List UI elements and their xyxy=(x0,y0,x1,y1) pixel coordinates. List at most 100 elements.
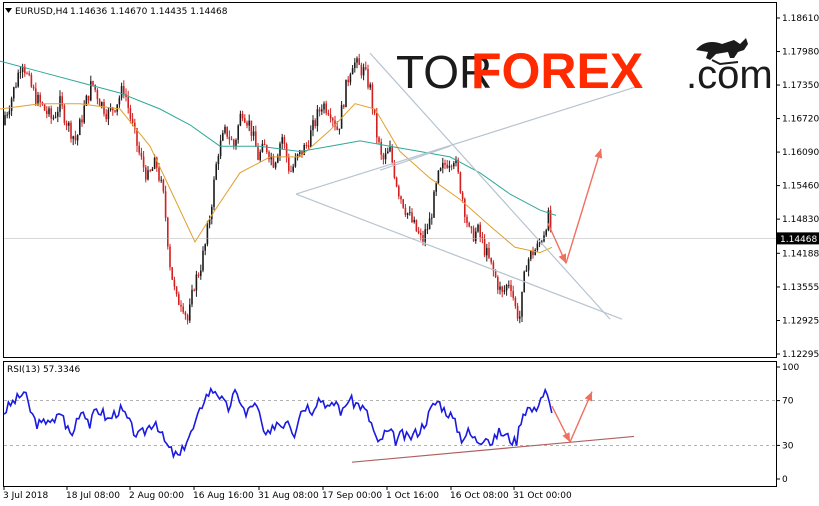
x-tick-label: 3 Jul 2018 xyxy=(3,491,48,501)
rsi-tick-label: 30 xyxy=(782,441,794,451)
candle-body xyxy=(131,118,134,123)
candle-body xyxy=(248,120,250,126)
candle-body xyxy=(406,213,409,215)
candle-body xyxy=(486,247,488,256)
candle-body xyxy=(228,136,231,140)
candle-body xyxy=(162,179,165,192)
candle-body xyxy=(305,145,308,146)
candle-body xyxy=(477,224,479,232)
candle-body xyxy=(270,156,272,160)
candle-body xyxy=(189,304,191,321)
candle-body xyxy=(50,108,52,119)
candle-body xyxy=(343,105,345,108)
candle-body xyxy=(395,177,398,187)
candle-body xyxy=(450,165,453,167)
candle-body xyxy=(255,131,257,147)
candle-body xyxy=(35,88,37,105)
candle-body xyxy=(532,250,534,256)
candle-body xyxy=(329,114,332,119)
candle-body xyxy=(43,104,46,111)
candle-body xyxy=(413,219,415,223)
candle-body xyxy=(142,156,145,168)
candle-body xyxy=(39,94,41,103)
candle-body xyxy=(239,113,242,126)
candle-body xyxy=(292,166,294,172)
candle-body xyxy=(237,125,239,140)
candle-body xyxy=(76,135,79,141)
candle-body xyxy=(28,73,30,75)
candle-body xyxy=(404,207,407,215)
candle-body xyxy=(479,224,481,238)
candle-body xyxy=(112,107,114,111)
candle-body xyxy=(48,108,50,115)
candle-body xyxy=(468,223,470,227)
candle-body xyxy=(400,196,402,200)
candle-body xyxy=(10,98,13,112)
candle-body xyxy=(204,244,206,251)
candle-body xyxy=(475,231,477,242)
candle-body xyxy=(417,231,420,234)
arrow-head-icon xyxy=(558,253,566,264)
y-axis: 1.18610 1.17980 1.17350 1.16720 1.16090 1.154… xyxy=(776,14,819,360)
candle-body xyxy=(123,86,125,95)
candle-body xyxy=(492,262,495,272)
candle-body xyxy=(312,120,314,131)
candle-body xyxy=(244,118,246,123)
candle-body xyxy=(195,274,198,291)
candle-body xyxy=(85,95,88,106)
rsi-trendline xyxy=(351,435,635,463)
candle-body xyxy=(250,120,253,136)
candle-body xyxy=(512,290,514,298)
candle-body xyxy=(211,206,213,220)
candle-body xyxy=(349,74,352,83)
candle-body xyxy=(354,62,356,69)
y-tick-label: 1.17350 xyxy=(782,81,819,91)
candle-body xyxy=(360,64,363,76)
candle-body xyxy=(415,219,418,232)
candle-body xyxy=(455,159,457,164)
candle-body xyxy=(138,145,140,153)
candle-body xyxy=(516,306,519,319)
candle-body xyxy=(323,103,325,110)
candle-body xyxy=(428,218,431,230)
candle-body xyxy=(32,86,35,89)
candle-body xyxy=(217,156,220,165)
forecast-arrow-line xyxy=(565,148,602,264)
y-tick-label: 1.18610 xyxy=(782,14,819,24)
candle-body xyxy=(411,212,413,223)
candle-body xyxy=(497,277,499,290)
candle-body xyxy=(382,154,385,160)
candle-body xyxy=(52,117,55,119)
candle-body xyxy=(347,79,349,83)
candle-body xyxy=(362,67,365,76)
candle-body xyxy=(505,284,508,291)
candle-body xyxy=(127,97,129,108)
candle-body xyxy=(213,179,215,207)
candle-body xyxy=(536,243,539,250)
candle-body xyxy=(299,150,301,155)
candle-body xyxy=(178,294,180,305)
candle-body xyxy=(261,143,264,152)
candle-body xyxy=(109,107,112,110)
candle-body xyxy=(279,143,281,156)
candle-body xyxy=(402,199,404,208)
rsi-tick-label: 100 xyxy=(782,363,799,373)
x-tick-label: 16 Aug 16:00 xyxy=(193,491,254,501)
candle-body xyxy=(87,95,90,101)
collapse-triangle-icon[interactable] xyxy=(5,8,12,13)
candle-body xyxy=(101,102,103,106)
candle-body xyxy=(483,238,486,256)
candle-body xyxy=(222,132,224,141)
candle-body xyxy=(90,81,92,101)
candle-body xyxy=(92,81,94,85)
candle-body xyxy=(296,154,299,158)
candle-body xyxy=(171,267,173,280)
candle-body xyxy=(283,137,286,145)
candle-body xyxy=(367,69,369,88)
y-tick-label: 1.13555 xyxy=(782,283,819,293)
candle-body xyxy=(336,126,338,130)
candle-body xyxy=(272,156,275,168)
logo-tor-text: TOR xyxy=(396,46,492,98)
y-tick-label: 1.17980 xyxy=(782,48,819,58)
candle-body xyxy=(206,224,209,245)
